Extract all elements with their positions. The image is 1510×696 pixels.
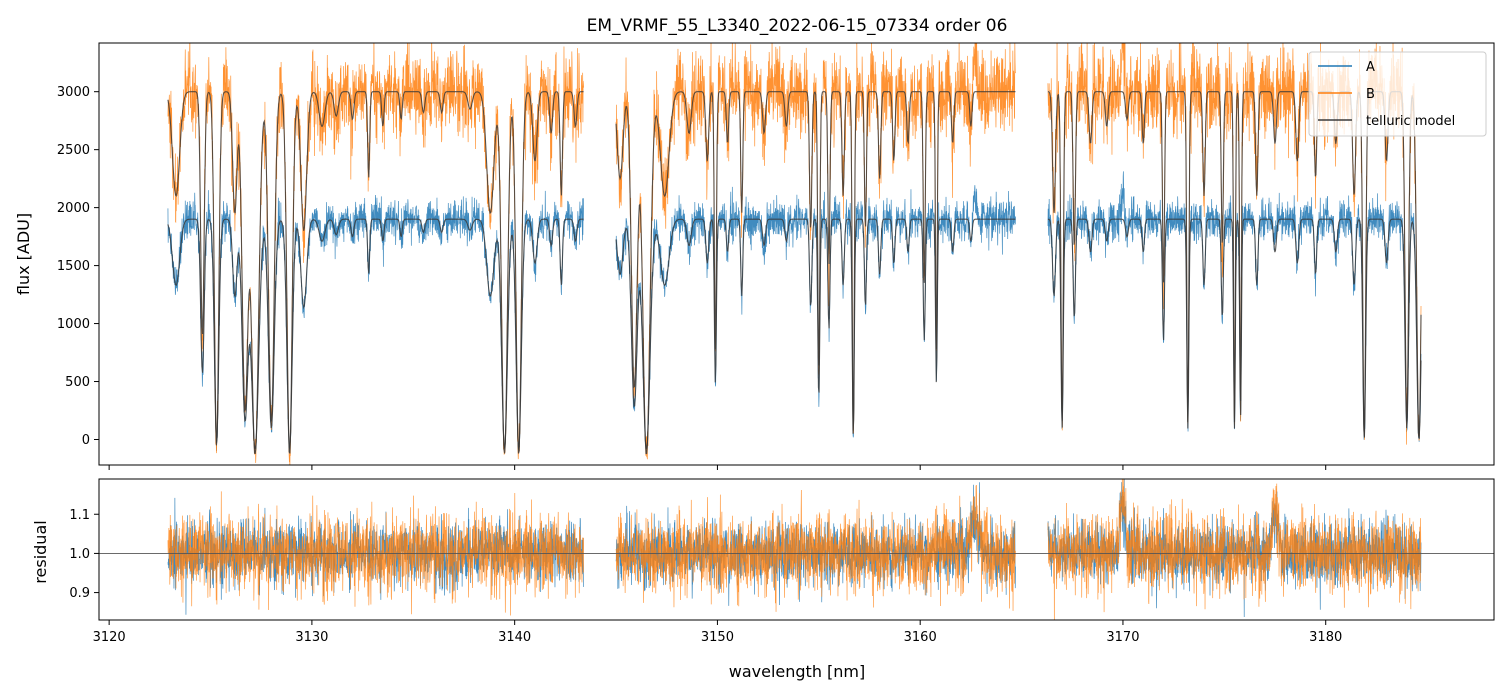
top-x-ticks bbox=[108, 465, 1327, 470]
x-tick-label: 3170 bbox=[1106, 630, 1139, 645]
chart-title: EM_VRMF_55_L3340_2022-06-15_07334 order … bbox=[587, 16, 1008, 36]
top-axes-frame bbox=[98, 42, 1495, 466]
top-panel: 0 500 1000 1500 2000 2500 3000 flux [ADU] A B … bbox=[14, 42, 1495, 470]
legend-label-b: B bbox=[1366, 87, 1375, 102]
bottom-axes-frame bbox=[98, 478, 1495, 621]
legend-box bbox=[1308, 51, 1487, 137]
bottom-y-axis: 0.9 1.0 1.1 bbox=[69, 508, 99, 601]
top-y-tick-label: 500 bbox=[65, 375, 90, 390]
x-tick-label: 3120 bbox=[93, 630, 126, 645]
series-a-line-2 bbox=[1047, 171, 1422, 442]
bottom-y-tick-label: 0.9 bbox=[69, 586, 90, 601]
x-axis-label: wavelength [nm] bbox=[729, 662, 866, 681]
series-b-line-1 bbox=[615, 43, 1016, 460]
x-tick-label: 3160 bbox=[904, 630, 937, 645]
series-a-line-1 bbox=[615, 185, 1016, 455]
x-tick-label: 3140 bbox=[498, 630, 531, 645]
x-tick-label: 3150 bbox=[701, 630, 734, 645]
legend: A B telluric model bbox=[1308, 51, 1487, 137]
bottom-y-tick-label: 1.0 bbox=[69, 547, 90, 562]
bottom-panel: 0.9 1.0 1.1 3120 3130 3140 3150 3160 3170 3180 r… bbox=[31, 478, 1495, 681]
telluric-model-b-1 bbox=[615, 91, 1016, 454]
telluric-model-b-0 bbox=[167, 91, 584, 455]
top-y-tick-label: 1000 bbox=[57, 317, 90, 332]
top-y-tick-label: 1500 bbox=[57, 259, 90, 274]
bottom-x-axis: 3120 3130 3140 3150 3160 3170 3180 bbox=[93, 620, 1342, 645]
top-y-tick-label: 0 bbox=[82, 433, 90, 448]
residual-b-line-2 bbox=[1047, 479, 1422, 620]
telluric-model-a-0 bbox=[167, 218, 584, 451]
telluric-model-b-2 bbox=[1047, 91, 1422, 439]
x-tick-label: 3130 bbox=[295, 630, 328, 645]
telluric-model-a-2 bbox=[1047, 218, 1422, 439]
residual-b-line-1 bbox=[615, 485, 1016, 612]
legend-label-model: telluric model bbox=[1366, 114, 1455, 129]
x-tick-label: 3180 bbox=[1309, 630, 1342, 645]
telluric-model-a-1 bbox=[615, 218, 1016, 449]
bottom-y-axis-label: residual bbox=[31, 520, 50, 583]
bottom-plot-area bbox=[99, 479, 1494, 620]
top-y-axis-label: flux [ADU] bbox=[14, 213, 33, 295]
top-y-axis: 0 500 1000 1500 2000 2500 3000 bbox=[57, 85, 99, 448]
residual-b-line-0 bbox=[167, 491, 584, 616]
top-y-tick-label: 3000 bbox=[57, 85, 90, 100]
top-y-tick-label: 2000 bbox=[57, 201, 90, 216]
top-plot-area bbox=[167, 43, 1422, 465]
bottom-y-tick-label: 1.1 bbox=[69, 508, 90, 523]
top-y-tick-label: 2500 bbox=[57, 143, 90, 158]
legend-label-a: A bbox=[1366, 60, 1375, 75]
